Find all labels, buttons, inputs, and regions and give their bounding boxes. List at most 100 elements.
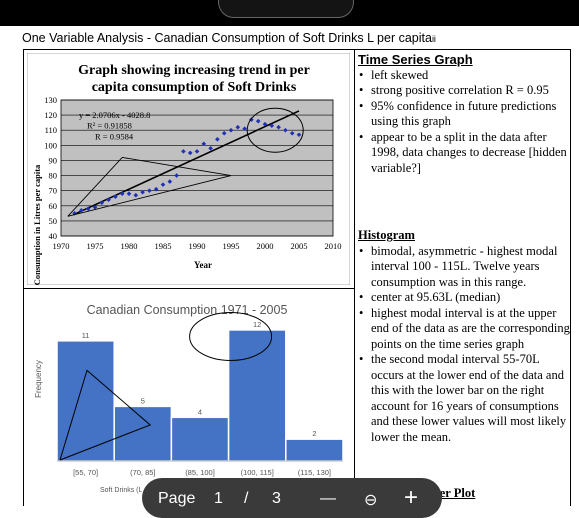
histogram-y-label: Frequency: [34, 360, 43, 398]
scatter-cell: [23, 49, 355, 289]
histogram-bullets: bimodal, asymmetric - highest modal inte…: [358, 244, 570, 446]
x-tick-label: 1990: [189, 241, 206, 251]
y-tick-label: 70: [49, 186, 58, 196]
histogram-chart: Canadian Consumption 1971 - 2005 Frequen…: [27, 293, 350, 505]
data-point: [228, 127, 234, 133]
r-squared-label: R² = 0.91858: [87, 121, 132, 131]
correlation-label: R = 0.9584: [95, 131, 134, 141]
bin-label: (85, 100]: [185, 468, 215, 477]
annotation-circle: [189, 311, 273, 361]
bar-value-label: 2: [312, 429, 316, 438]
data-point: [167, 179, 173, 184]
y-tick-label: 40: [49, 231, 58, 241]
annotation-triangle: [59, 369, 152, 461]
plot-area: 40 50 60 70 80 90 100 110 120 130 1970 1975 1980 1985…: [44, 95, 341, 251]
zoom-search-icon[interactable]: ⊖: [364, 492, 378, 509]
current-page-input[interactable]: 1: [214, 490, 223, 507]
y-tick-label: 90: [49, 155, 58, 165]
y-axis-label: Consumption in Litres per capita: [32, 164, 42, 285]
total-pages: 3: [272, 490, 281, 507]
x-tick-label: 1985: [155, 241, 172, 251]
bar-value-label: 5: [141, 396, 145, 405]
histogram-bar: [285, 438, 344, 462]
data-point: [283, 127, 288, 133]
bin-label: [55, 70]: [73, 468, 98, 477]
time-series-bullet: appear to be a split in the data after 1…: [359, 130, 570, 177]
plot-border: [60, 99, 334, 237]
top-toolbar: [0, 0, 579, 26]
y-tick-label: 100: [44, 140, 57, 150]
y-tick-label: 80: [49, 171, 58, 181]
histogram-bar: [113, 405, 173, 462]
document-table: [23, 49, 571, 506]
document-title: One Variable Analysis - Canadian Consump…: [22, 31, 436, 45]
histogram-bullet: highest modal interval is at the upper e…: [359, 306, 570, 353]
data-point: [255, 118, 261, 124]
histogram-bar: [227, 329, 287, 462]
histogram-bar: [170, 416, 230, 462]
data-point: [79, 208, 84, 213]
y-tick-label: 60: [49, 201, 58, 211]
bin-label: (115, 130]: [298, 468, 331, 477]
data-point: [208, 146, 213, 151]
y-tick-label: 130: [44, 95, 57, 105]
page-label: Page: [158, 490, 196, 507]
time-series-heading: Time Series Graph: [358, 52, 473, 67]
histogram-bar: [56, 340, 115, 462]
data-point: [296, 132, 302, 138]
y-tick-label: 120: [44, 110, 57, 120]
histogram-bullet: center at 95.63L (median): [359, 290, 570, 306]
data-point: [106, 197, 111, 203]
bar-value-label: 4: [198, 407, 202, 416]
histogram-bullet: the second modal interval 55-70L occurs …: [359, 352, 570, 445]
data-point: [99, 200, 105, 206]
x-tick-label: 2010: [325, 241, 342, 251]
chart-title-line2: capita consumption of Soft Drinks: [92, 80, 297, 95]
time-series-bullet: strong positive correlation R = 0.95: [359, 83, 570, 99]
histogram-heading: Histogram: [358, 228, 415, 242]
zoom-in-button[interactable]: +: [404, 484, 419, 511]
time-series-bullets: left skewedstrong positive correlation R…: [358, 68, 570, 177]
x-tick-label: 2000: [257, 241, 274, 251]
data-point: [140, 189, 145, 195]
data-point: [92, 204, 98, 210]
data-point: [126, 191, 132, 196]
data-point: [113, 194, 118, 200]
histogram-footnote: Soft Drinks (L per capita): [100, 487, 178, 494]
x-tick-label: 1980: [121, 241, 138, 251]
data-point: [153, 186, 159, 192]
plot-background: [61, 100, 333, 236]
zoom-out-button[interactable]: —: [320, 490, 336, 507]
time-series-bullet: left skewed: [359, 68, 570, 84]
histogram-plot-area: 11 [55, 70] 5 (70, 85] 4 (85, 100] 12 (100, 115…: [56, 311, 344, 477]
data-point: [235, 124, 241, 130]
data-point: [187, 150, 193, 156]
data-point: [269, 123, 275, 128]
data-point: [289, 130, 295, 136]
bar-value-label: 11: [82, 331, 90, 340]
y-tick-label: 50: [49, 216, 58, 226]
page-navigator: Page 1 / 3 — ⊖ +: [142, 478, 442, 518]
data-point: [133, 192, 139, 198]
annotation-circle: [246, 107, 304, 153]
page-separator: /: [244, 490, 249, 507]
y-tick-label: 110: [45, 125, 57, 135]
equation-label: y = 2.0706x - 4028.8: [79, 110, 150, 120]
chart-title-line1: Graph showing increasing trend in per: [78, 63, 310, 78]
data-point: [194, 149, 200, 154]
bin-label: (100, 115]: [241, 468, 274, 477]
data-point: [85, 206, 91, 212]
data-point: [221, 130, 227, 136]
x-tick-label: 1995: [223, 241, 240, 251]
data-point: [262, 121, 268, 127]
histogram-bullet: bimodal, asymmetric - highest modal inte…: [359, 244, 570, 291]
x-tick-label: 1975: [87, 241, 104, 251]
trend-line: [74, 110, 300, 215]
x-tick-label: 1970: [53, 241, 70, 251]
x-tick-label: 2005: [291, 241, 308, 251]
x-axis-label: Year: [194, 260, 212, 270]
data-point: [119, 191, 125, 196]
trend-chart: Graph showing increasing trend in per ca…: [27, 53, 350, 285]
time-series-bullet: 95% confidence in future predictions usi…: [359, 99, 570, 130]
toolbar-pill[interactable]: [218, 0, 354, 18]
